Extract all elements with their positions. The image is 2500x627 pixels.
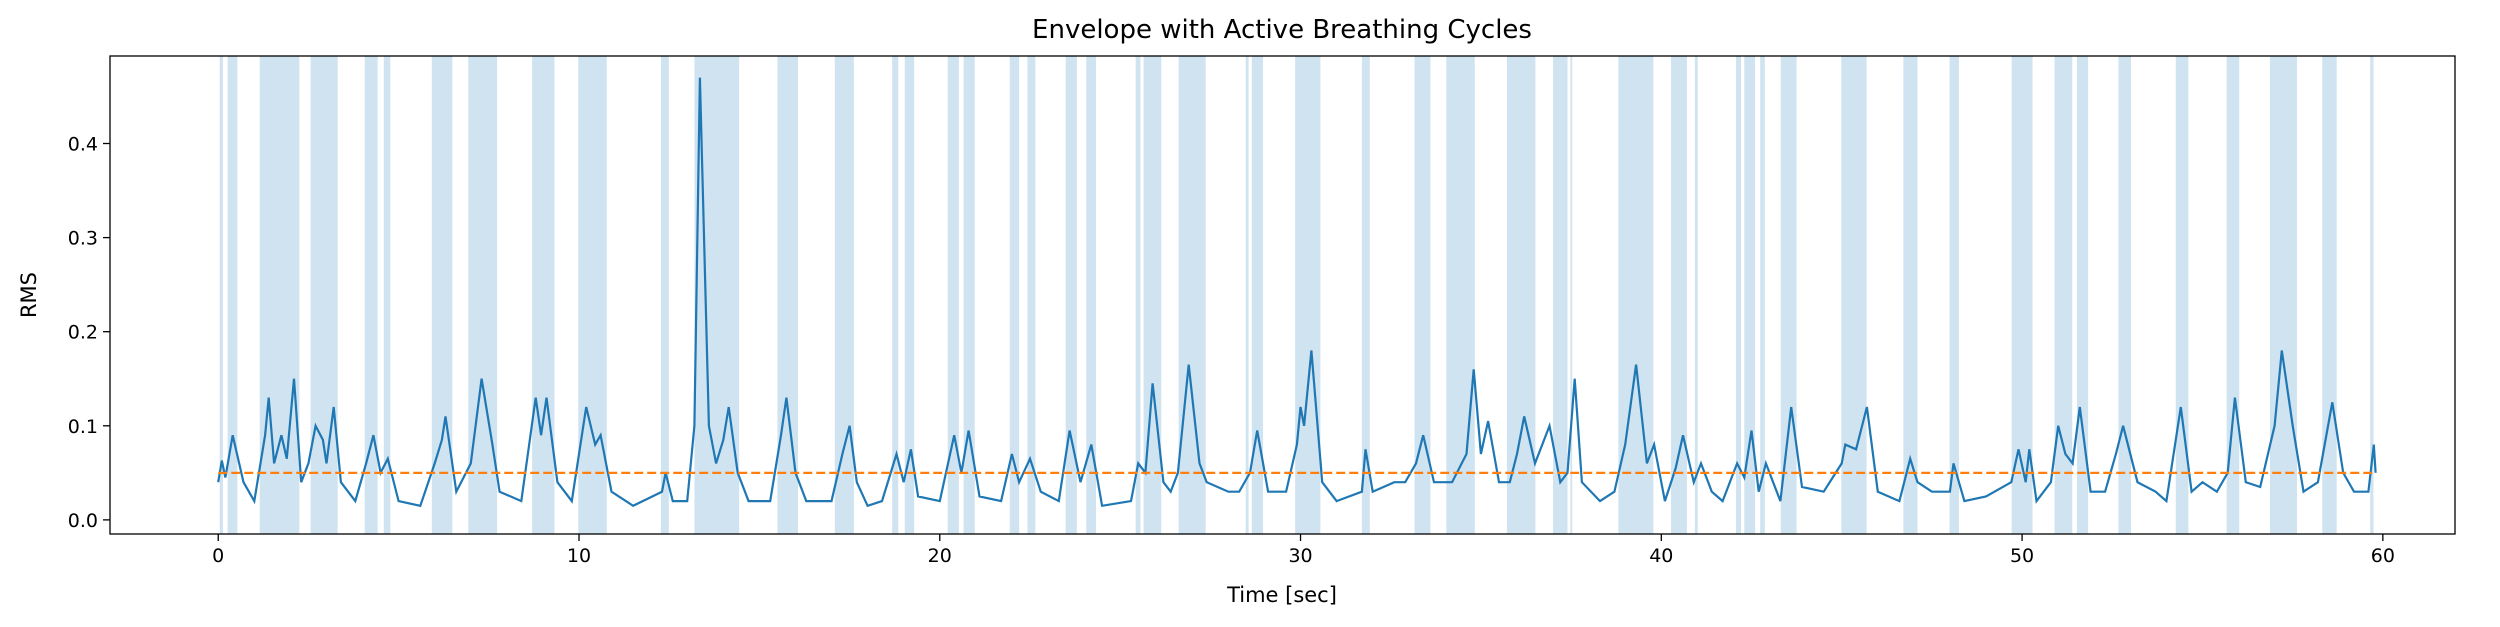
active-span [1135,56,1141,534]
active-span [2370,56,2374,534]
chart-title: Envelope with Active Breathing Cycles [1032,15,1532,45]
active-span [2011,56,2033,534]
active-span [259,56,300,534]
active-span [1009,56,1020,534]
x-tick-label: 30 [1288,545,1312,567]
active-span [1735,56,1742,534]
y-tick-label: 0.0 [68,510,98,532]
active-span [777,56,798,534]
active-span [1780,56,1797,534]
y-tick-label: 0.2 [68,322,98,344]
active-span [1760,56,1765,534]
active-span [532,56,555,534]
x-tick-label: 50 [2010,545,2034,567]
active-span [1178,56,1206,534]
active-span [310,56,338,534]
active-span [1671,56,1687,534]
active-span [227,56,238,534]
active-span [1245,56,1249,534]
active-span [578,56,607,534]
active-span [219,56,223,534]
x-tick-label: 40 [1649,545,1673,567]
active-span [2076,56,2089,534]
active-span [1065,56,1077,534]
active-span [383,56,391,534]
y-tick-label: 0.3 [68,228,98,250]
active-span [431,56,453,534]
active-span [1295,56,1321,534]
x-tick-label: 10 [567,545,591,567]
active-span [1553,56,1568,534]
active-span [1570,56,1573,534]
active-span [1361,56,1370,534]
y-tick-label: 0.1 [68,416,98,438]
active-span [1446,56,1475,534]
y-tick-label: 0.4 [68,134,98,156]
active-span [2322,56,2337,534]
active-span [660,56,669,534]
active-span [1251,56,1264,534]
x-tick-label: 20 [928,545,952,567]
y-axis-label: RMS [17,272,41,318]
x-tick-label: 0 [212,545,224,567]
active-span [1414,56,1431,534]
active-span [2054,56,2073,534]
active-span [1027,56,1036,534]
active-span [1086,56,1096,534]
active-span [2118,56,2132,534]
active-span [1506,56,1536,534]
active-span [1903,56,1918,534]
active-span [834,56,854,534]
active-span [1841,56,1867,534]
active-span [904,56,915,534]
active-span [892,56,899,534]
active-span [1744,56,1756,534]
active-span [2269,56,2297,534]
active-span [963,56,975,534]
active-span [1949,56,1959,534]
active-span [947,56,959,534]
x-tick-label: 60 [2371,545,2395,567]
active-span [1694,56,1698,534]
x-axis-label: Time [sec] [1226,583,1337,607]
active-span [2175,56,2189,534]
active-span [1618,56,1654,534]
envelope-line [217,77,2377,508]
active-span [468,56,498,534]
plot-frame [109,55,2456,535]
active-span [364,56,378,534]
